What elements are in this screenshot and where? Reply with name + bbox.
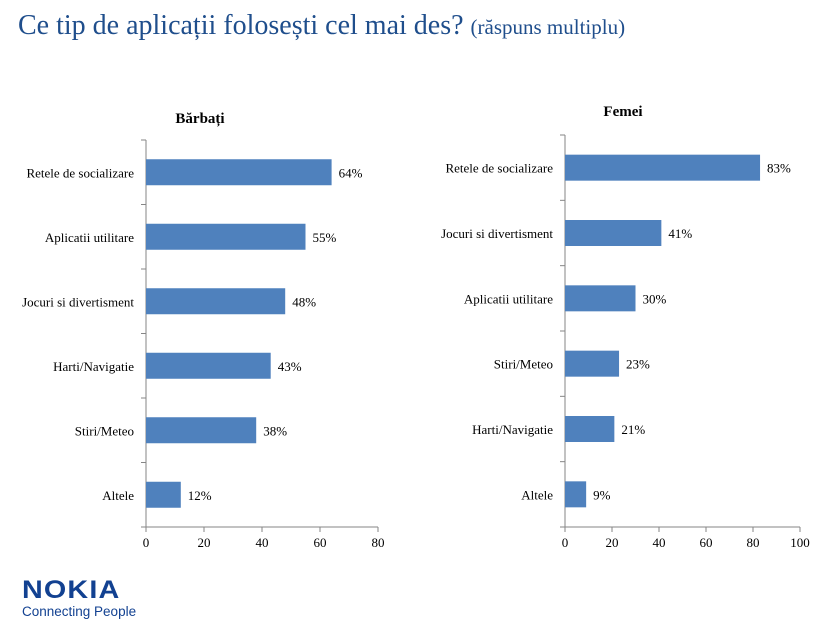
bar — [565, 481, 587, 508]
category-label: Retele de socializare — [445, 161, 553, 176]
category-label: Harti/Navigatie — [53, 359, 134, 374]
data-label: 43% — [278, 359, 302, 374]
x-tick-label: 0 — [562, 535, 569, 550]
bar — [565, 220, 662, 246]
data-label: 41% — [668, 226, 692, 241]
x-tick-label: 20 — [198, 535, 211, 550]
chart-title: Bărbați — [175, 111, 224, 127]
data-label: 48% — [292, 294, 316, 309]
bar — [565, 154, 761, 181]
x-tick-label: 60 — [700, 535, 713, 550]
category-label: Altele — [102, 488, 134, 503]
x-tick-label: 40 — [653, 535, 666, 550]
title-sub: (răspuns multiplu) — [470, 15, 626, 39]
logo-tagline: Connecting People — [22, 604, 137, 619]
bar — [565, 350, 620, 377]
data-label: 21% — [621, 422, 645, 437]
logo-brand: NOKIA — [22, 576, 121, 604]
category-label: Jocuri si divertisment — [22, 294, 134, 309]
bar — [146, 159, 332, 186]
category-label: Stiri/Meteo — [494, 357, 553, 372]
category-label: Aplicatii utilitare — [45, 230, 134, 245]
x-tick-label: 100 — [790, 535, 810, 550]
data-label: 64% — [339, 165, 363, 180]
category-label: Stiri/Meteo — [75, 423, 134, 438]
bar — [146, 417, 257, 444]
data-label: 55% — [313, 230, 337, 245]
data-label: 83% — [767, 161, 791, 176]
bar — [565, 416, 615, 442]
category-label: Altele — [521, 487, 553, 502]
category-label: Aplicatii utilitare — [464, 291, 553, 306]
bar — [146, 481, 181, 508]
bar — [146, 288, 286, 315]
data-label: 9% — [593, 487, 611, 502]
nokia-logo: NOKIA Connecting People — [22, 578, 137, 620]
x-tick-label: 20 — [606, 535, 619, 550]
category-label: Jocuri si divertisment — [441, 226, 553, 241]
bar — [565, 285, 636, 312]
category-label: Retele de socializare — [26, 165, 134, 180]
chart-title: Femei — [603, 104, 642, 120]
category-label: Harti/Navigatie — [472, 422, 553, 437]
bar — [146, 352, 271, 379]
x-tick-label: 0 — [143, 535, 150, 550]
bar — [146, 223, 306, 250]
title-main: Ce tip de aplicații folosești cel mai de… — [18, 10, 464, 41]
data-label: 30% — [643, 291, 667, 306]
data-label: 38% — [263, 423, 287, 438]
x-tick-label: 80 — [372, 535, 385, 550]
page-title: Ce tip de aplicații folosești cel mai de… — [18, 10, 625, 42]
data-label: 23% — [626, 357, 650, 372]
x-tick-label: 40 — [256, 535, 269, 550]
x-tick-label: 80 — [747, 535, 760, 550]
x-tick-label: 60 — [314, 535, 327, 550]
data-label: 12% — [188, 488, 212, 503]
